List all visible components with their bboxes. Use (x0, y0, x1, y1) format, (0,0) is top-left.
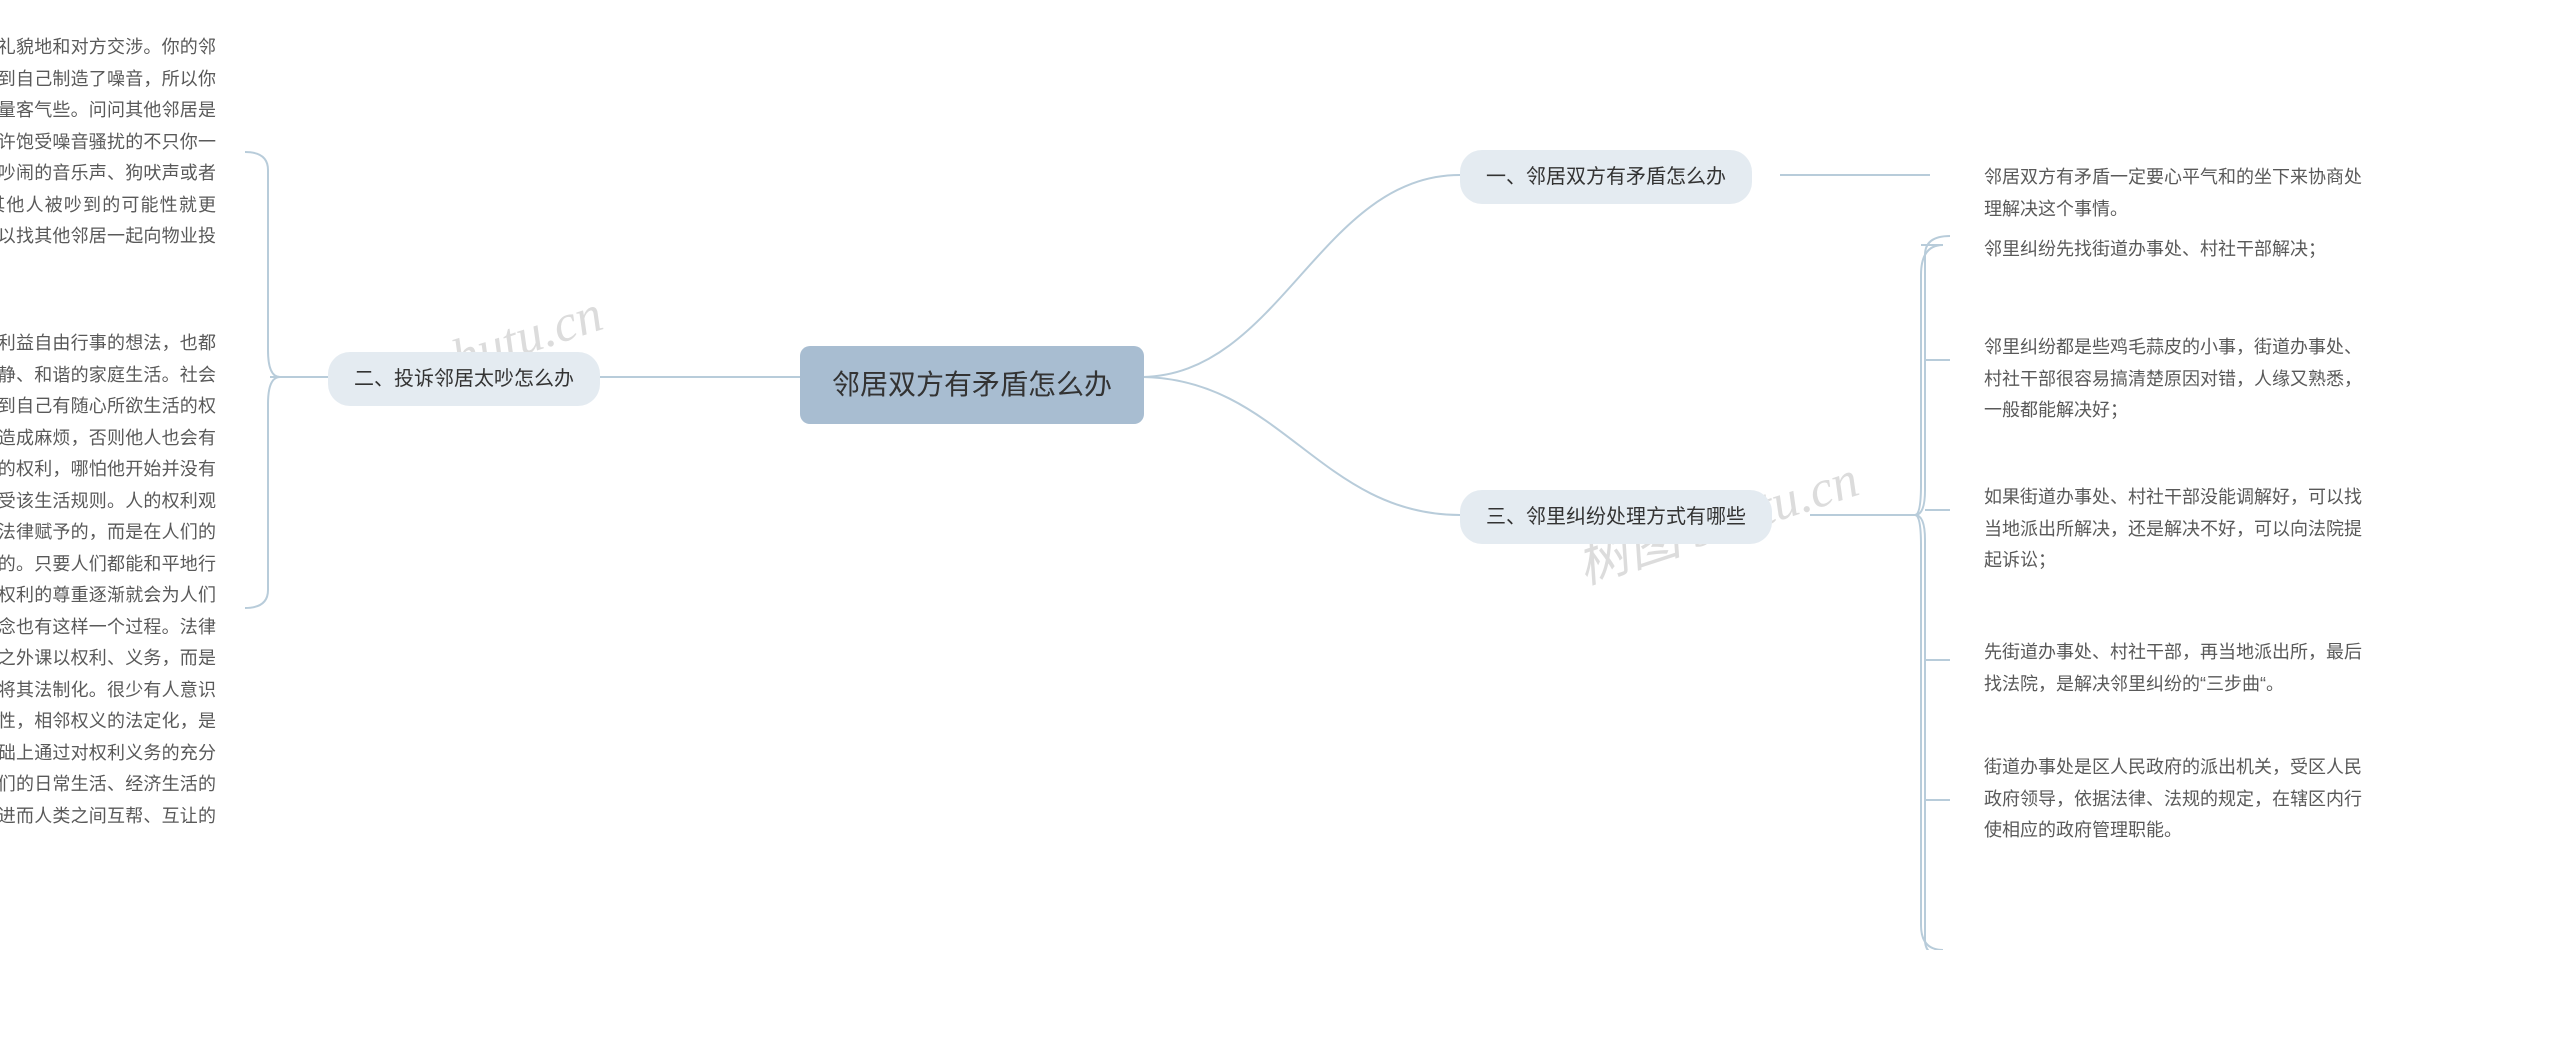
leaf-3a: 邻里纠纷先找街道办事处、村社干部解决； (1960, 222, 2350, 278)
branch-3: 三、邻里纠纷处理方式有哪些 (1460, 490, 1772, 544)
bracket-left-arms (240, 60, 280, 760)
leaf-3d: 先街道办事处、村社干部，再当地派出所，最后找法院，是解决邻里纠纷的“三步曲“。 (1960, 625, 2390, 712)
leaf-2a: 以解决问题为目的，礼貌地和对方交涉。你的邻居可能根本没有意识到自己制造了噪音，所… (0, 20, 240, 296)
bracket-right (1915, 230, 1945, 950)
branch-2: 二、投诉邻居太吵怎么办 (328, 352, 600, 406)
bracket-right-arms (1915, 230, 1955, 950)
leaf-3c: 如果街道办事处、村社干部没能调解好，可以找当地派出所解决，还是解决不好，可以向法… (1960, 470, 2390, 589)
root-node: 邻居双方有矛盾怎么办 (800, 346, 1144, 424)
leaf-2b: 每个人都有为自己的利益自由行事的想法，也都想过舒适、享乐、宁静、和谐的家庭生活。… (0, 316, 240, 876)
branch-1: 一、邻居双方有矛盾怎么办 (1460, 150, 1752, 204)
leaf-3e: 街道办事处是区人民政府的派出机关，受区人民政府领导，依据法律、法规的规定，在辖区… (1960, 740, 2390, 859)
leaf-3b: 邻里纠纷都是些鸡毛蒜皮的小事，街道办事处、村社干部很容易搞清楚原因对错，人缘又熟… (1960, 320, 2390, 439)
